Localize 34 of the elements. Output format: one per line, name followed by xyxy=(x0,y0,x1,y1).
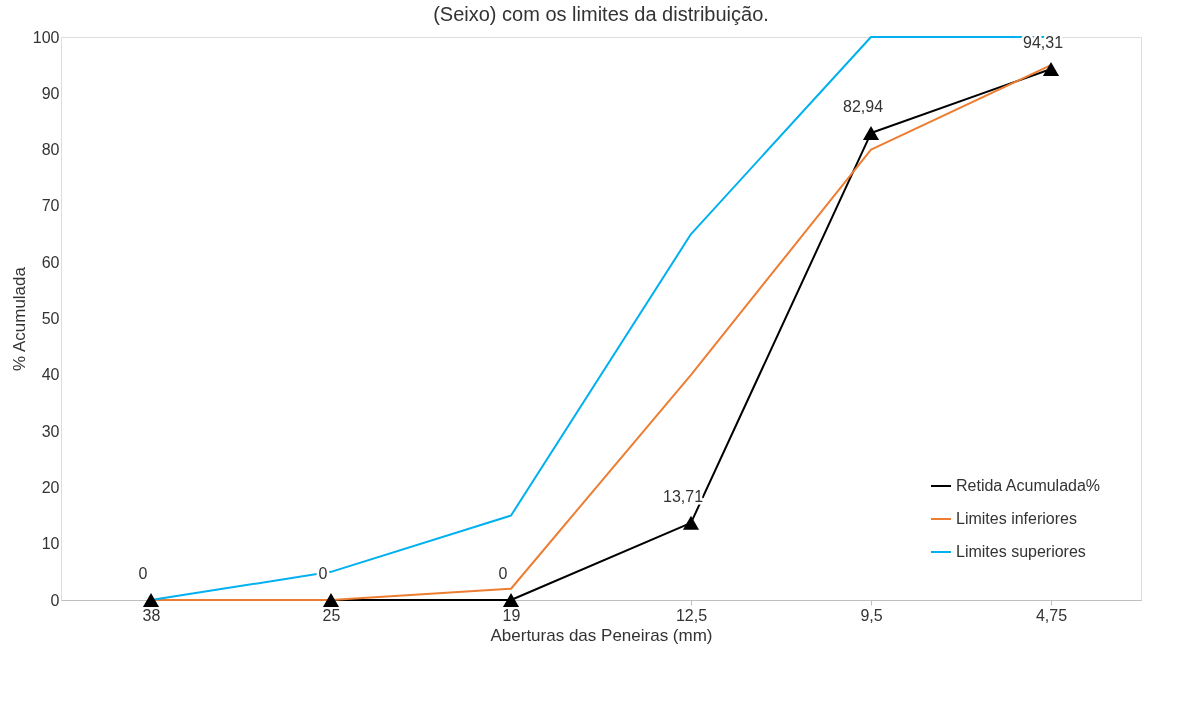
y-tick-label: 60 xyxy=(41,253,60,271)
y-tick-label: 20 xyxy=(41,478,60,496)
x-tick-label: 9,5 xyxy=(860,606,883,624)
y-tick-label: 90 xyxy=(41,84,60,102)
y-tick-label: 80 xyxy=(41,141,60,159)
point xyxy=(142,593,160,607)
legend-label: Retida Acumulada% xyxy=(956,477,1101,494)
legend-label: Limites inferiores xyxy=(956,510,1077,527)
data-label: 0 xyxy=(138,565,148,582)
y-axis-title: % Acumulada xyxy=(9,266,29,371)
data-label: 94,31 xyxy=(1022,34,1064,52)
point xyxy=(1042,62,1060,77)
x-tick-label: 25 xyxy=(322,606,341,624)
x-tick-label: 38 xyxy=(142,606,161,624)
data-label: 13,71 xyxy=(662,487,704,505)
y-tick-label: 10 xyxy=(41,535,60,553)
point xyxy=(682,515,700,530)
y-tick-label: 70 xyxy=(41,197,60,215)
y-tick-label: 100 xyxy=(32,28,60,46)
x-tick-label: 19 xyxy=(502,606,521,624)
x-tick-label: 4,75 xyxy=(1035,606,1068,624)
y-tick-label: 30 xyxy=(41,422,60,440)
chart-title: (Seixo) com os limites da distribuição. xyxy=(433,3,769,25)
legend-label: Limites superiores xyxy=(956,543,1086,560)
x-tick-label: 12,5 xyxy=(675,606,708,624)
x-axis-title: Aberturas das Peneiras (mm) xyxy=(490,625,713,645)
data-label: 0 xyxy=(498,565,508,582)
point xyxy=(322,593,340,607)
data-label: 82,94 xyxy=(842,98,884,116)
point xyxy=(862,126,880,141)
point xyxy=(502,593,520,607)
y-tick-label: 40 xyxy=(41,366,60,384)
y-tick-label: 0 xyxy=(50,591,60,609)
y-tick-label: 50 xyxy=(41,310,60,327)
